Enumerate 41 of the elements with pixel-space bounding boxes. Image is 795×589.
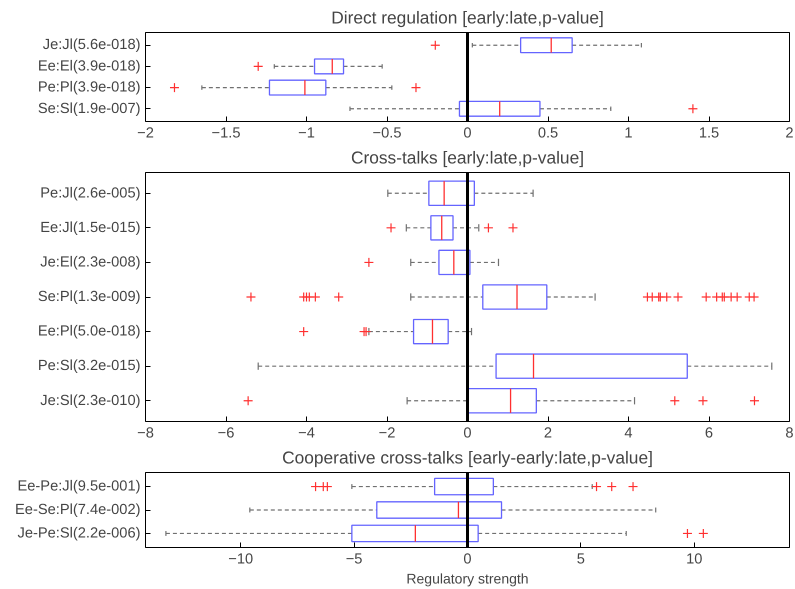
x-tick-label: 4 xyxy=(624,426,633,442)
y-tick-label: Ee:El(3.9e-018) xyxy=(38,58,141,74)
y-tick-label: Pe:Sl(3.2e-015) xyxy=(38,358,141,374)
x-tick-label: −1.5 xyxy=(212,126,240,142)
x-tick-label: 1 xyxy=(624,126,633,142)
y-tick-label: Ee:Pl(5.0e-018) xyxy=(38,324,141,340)
x-tick-label: −8 xyxy=(137,426,154,442)
x-tick-label: −5 xyxy=(346,552,362,568)
x-tick-label: −2 xyxy=(137,126,154,142)
y-tick-label: Ee:Jl(1.5e-015) xyxy=(40,220,141,236)
x-tick-label: −2 xyxy=(378,426,396,442)
x-tick-label: 0.5 xyxy=(538,126,558,142)
x-tick-label: 2 xyxy=(544,426,552,442)
x-tick-label: 1.5 xyxy=(698,126,720,142)
x-tick-label: −10 xyxy=(228,552,254,568)
x-tick-label: −6 xyxy=(218,426,234,442)
y-tick-label: Je:Jl(5.6e-018) xyxy=(42,37,141,54)
y-tick-label: Ee-Pe:Jl(9.5e-001) xyxy=(17,478,141,495)
x-tick-label: 0 xyxy=(463,126,472,142)
y-tick-label: Pe:Pl(3.9e-018) xyxy=(38,80,141,96)
x-tick-label: 5 xyxy=(576,552,585,568)
y-tick-label: Se:Pl(1.3e-009) xyxy=(38,289,141,305)
y-tick-label: Je-Pe:Sl(2.2e-006) xyxy=(17,525,141,542)
y-tick-label: Se:Sl(1.9e-007) xyxy=(38,100,141,117)
x-tick-label: 10 xyxy=(686,552,702,568)
x-tick-label: 6 xyxy=(704,426,714,442)
chart-title: Direct regulation [early:late,p-value] xyxy=(331,8,604,28)
x-tick-label: 0 xyxy=(463,426,472,442)
y-tick-label: Pe:Jl(2.6e-005) xyxy=(40,185,141,202)
x-tick-label: 8 xyxy=(785,426,794,442)
x-tick-label: −4 xyxy=(298,426,315,442)
y-tick-label: Ee-Se:Pl(7.4e-002) xyxy=(15,502,141,518)
x-tick-label: 0 xyxy=(463,552,472,568)
chart-title: Cross-talks [early:late,p-value] xyxy=(350,148,584,168)
x-tick-label: −1 xyxy=(298,126,315,142)
x-tick-label: −0.5 xyxy=(372,126,402,142)
y-tick-label: Je:El(2.3e-008) xyxy=(40,254,141,270)
y-tick-label: Je:Sl(2.3e-010) xyxy=(40,392,141,409)
chart-title: Cooperative cross-talks [early-early:late,p-value] xyxy=(282,448,653,468)
x-axis-title: Regulatory strength xyxy=(406,570,529,586)
x-tick-label: 2 xyxy=(785,126,794,142)
